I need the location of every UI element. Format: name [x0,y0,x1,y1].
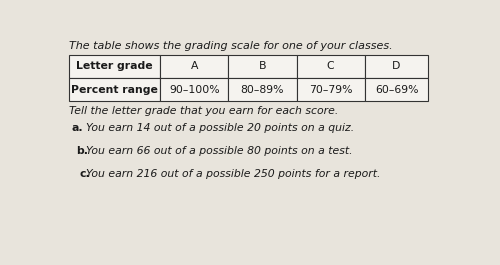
Text: D: D [392,61,400,72]
Text: 70–79%: 70–79% [309,85,352,95]
Text: The table shows the grading scale for one of your classes.: The table shows the grading scale for on… [68,41,392,51]
Text: 90–100%: 90–100% [169,85,220,95]
Text: A: A [190,61,198,72]
Text: b.: b. [76,146,88,156]
Bar [365,78,428,101]
Text: You earn 216 out of a possible 250 points for a report.: You earn 216 out of a possible 250 point… [86,169,380,179]
Text: Letter grade: Letter grade [76,61,152,72]
Text: You earn 14 out of a possible 20 points on a quiz.: You earn 14 out of a possible 20 points … [86,123,354,133]
Text: Percent range: Percent range [71,85,158,95]
Bar [296,78,365,101]
Bar [228,55,296,78]
Text: 60–69%: 60–69% [375,85,418,95]
Bar [160,55,228,78]
Text: Tell the letter grade that you earn for each score.: Tell the letter grade that you earn for … [68,107,338,117]
Text: 80–89%: 80–89% [240,85,284,95]
Text: You earn 66 out of a possible 80 points on a test.: You earn 66 out of a possible 80 points … [86,146,352,156]
Bar [160,78,228,101]
Text: C: C [327,61,334,72]
Bar [365,55,428,78]
Bar [228,78,296,101]
Bar [68,55,160,78]
Text: a.: a. [72,123,84,133]
Bar [296,55,365,78]
Text: c.: c. [80,169,90,179]
Text: B: B [258,61,266,72]
Bar [68,78,160,101]
